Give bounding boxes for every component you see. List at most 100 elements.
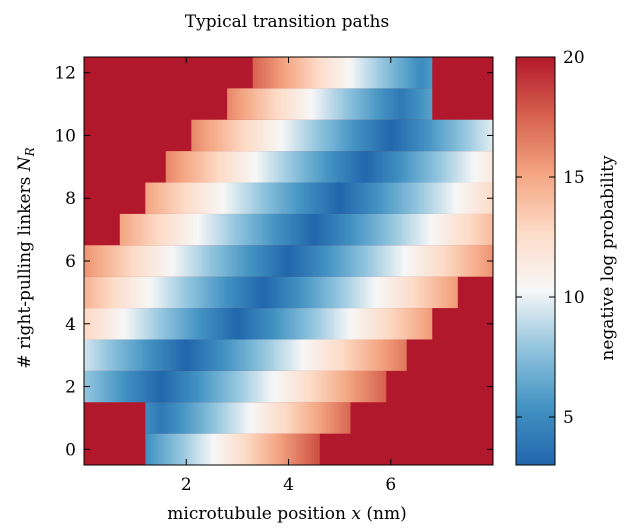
heatmap-cell <box>173 245 177 277</box>
heatmap-cell <box>311 276 315 309</box>
heatmap-cell <box>423 182 428 214</box>
heatmap-cell <box>421 245 425 277</box>
heatmap-cell <box>222 308 226 340</box>
heatmap-cell <box>319 308 323 340</box>
heatmap-cell <box>211 245 215 277</box>
heatmap-cell <box>421 213 425 246</box>
heatmap-cell <box>434 245 438 277</box>
heatmap-cell <box>314 433 318 465</box>
heatmap-cell <box>219 119 223 152</box>
heatmap-cell <box>163 276 167 309</box>
heatmap-cell <box>360 151 364 183</box>
heatmap-cell <box>303 433 307 465</box>
heatmap-cell <box>426 57 430 89</box>
heatmap-cell <box>413 245 417 277</box>
heatmap-cell <box>89 245 93 277</box>
heatmap-cell <box>165 370 169 403</box>
x-axis-label-text: microtubule position <box>167 504 351 524</box>
heatmap-cell <box>199 245 203 277</box>
heatmap-cell <box>273 151 277 183</box>
heatmap-cell <box>331 119 336 152</box>
heatmap-cell <box>257 119 261 152</box>
heatmap-cell <box>176 402 180 434</box>
heatmap-cell <box>183 308 187 340</box>
heatmap-cell <box>334 245 338 277</box>
heatmap-cell <box>265 182 269 214</box>
heatmap-cell <box>413 88 417 120</box>
heatmap-cell <box>339 57 343 89</box>
heatmap-cell <box>296 213 300 246</box>
heatmap-cell <box>280 57 284 89</box>
heatmap-cell <box>319 276 323 309</box>
heatmap-cell <box>224 339 228 371</box>
heatmap-cell <box>446 182 451 214</box>
heatmap-cell <box>421 276 425 309</box>
x-tick-label: 4 <box>283 475 294 495</box>
heatmap-cell <box>178 433 182 465</box>
heatmap-cell <box>365 182 369 214</box>
heatmap-cell <box>255 151 259 183</box>
heatmap-cell <box>275 119 279 152</box>
heatmap-cell <box>252 151 256 183</box>
heatmap-cell <box>204 433 208 465</box>
heatmap-cell <box>245 308 249 340</box>
heatmap-cell <box>252 119 256 152</box>
heatmap-cell <box>145 433 149 465</box>
heatmap-cell <box>291 151 295 183</box>
heatmap-cell <box>406 119 410 152</box>
heatmap-cell <box>270 370 274 403</box>
heatmap-cell <box>273 339 277 371</box>
heatmap-cell <box>270 433 274 465</box>
heatmap-cell <box>222 245 226 277</box>
heatmap-cell <box>385 245 389 277</box>
heatmap-cell <box>306 182 310 214</box>
heatmap-cell <box>308 308 313 340</box>
heatmap-cell <box>140 339 144 371</box>
heatmap-cell <box>383 213 387 246</box>
heatmap-cell <box>275 370 279 403</box>
heatmap-cell <box>222 402 226 434</box>
heatmap-cell <box>163 402 167 434</box>
heatmap-cell <box>316 308 320 340</box>
heatmap-cell <box>280 213 284 246</box>
heatmap-cell <box>314 402 318 434</box>
heatmap-row-12 <box>252 57 433 89</box>
heatmap-cell <box>477 182 481 214</box>
heatmap-cell <box>314 245 318 277</box>
heatmap-cell <box>301 182 305 214</box>
heatmap-cell <box>301 151 305 183</box>
heatmap-cell <box>360 276 364 309</box>
heatmap-cell <box>316 245 320 277</box>
heatmap-cell <box>257 276 261 309</box>
heatmap-cell <box>127 370 131 403</box>
heatmap-cell <box>482 119 486 152</box>
heatmap-cell <box>467 245 471 277</box>
heatmap-cell <box>142 276 146 309</box>
heatmap-cell <box>429 308 433 340</box>
heatmap-cell <box>237 151 241 183</box>
heatmap-cell <box>135 339 139 371</box>
heatmap-cell <box>137 370 141 403</box>
heatmap-cell <box>334 213 338 246</box>
heatmap-cell <box>283 402 287 434</box>
heatmap-cell <box>201 370 205 403</box>
heatmap-cell <box>311 213 315 246</box>
heatmap-cell <box>188 245 192 277</box>
heatmap-cell <box>122 276 126 309</box>
heatmap-cell <box>201 119 205 152</box>
heatmap-cell <box>423 276 428 309</box>
heatmap-cell <box>268 151 272 183</box>
heatmap-cell <box>329 57 333 89</box>
heatmap-cell <box>114 308 118 340</box>
heatmap-cell <box>380 88 384 120</box>
heatmap-cell <box>316 276 320 309</box>
heatmap-cell <box>344 119 348 152</box>
heatmap-cell <box>457 119 461 152</box>
heatmap-cell <box>436 119 440 152</box>
heatmap-cell <box>94 370 98 403</box>
heatmap-cell <box>357 308 361 340</box>
heatmap-cell <box>326 119 330 152</box>
heatmap-cell <box>237 245 241 277</box>
heatmap-cell <box>216 433 221 465</box>
